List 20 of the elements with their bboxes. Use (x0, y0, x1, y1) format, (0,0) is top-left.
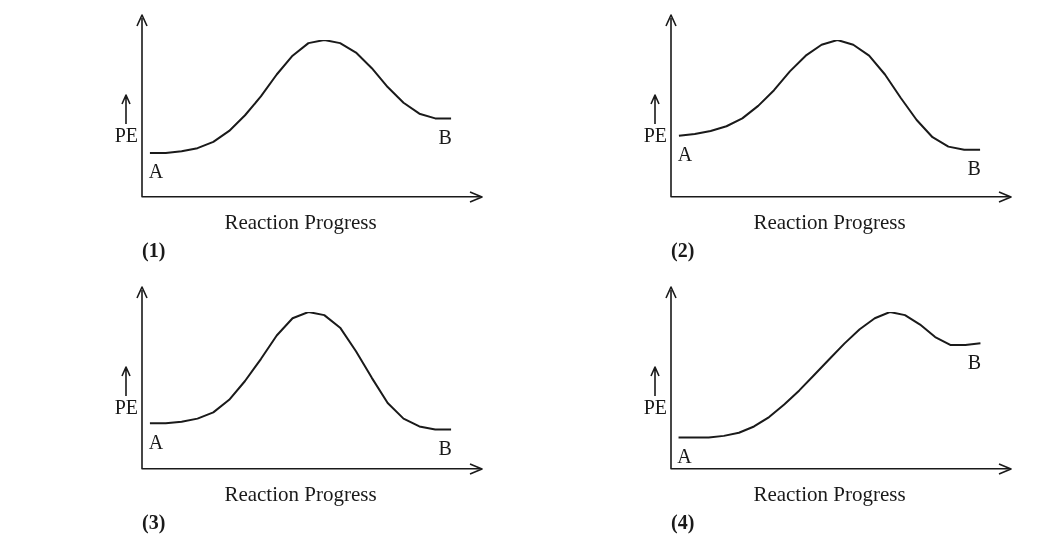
x-axis-title: Reaction Progress (753, 481, 906, 506)
annotation: B (967, 157, 981, 180)
annotation: B (438, 436, 452, 459)
text: (4) (671, 511, 695, 535)
annotation: A (677, 444, 693, 467)
text: (1) (142, 239, 166, 263)
annotation: A (148, 160, 164, 183)
annotation: B (438, 125, 452, 148)
annotation: B (967, 350, 982, 373)
y-axis-title: PE (114, 124, 138, 147)
x-axis-title: Reaction Progress (224, 481, 377, 506)
y-axis-title: PE (643, 124, 667, 147)
x-axis-title: Reaction Progress (224, 209, 377, 234)
y-axis-title: PE (643, 396, 667, 419)
annotation: A (677, 142, 693, 165)
annotation: A (148, 430, 164, 453)
y-axis-title: PE (114, 396, 138, 419)
text: (2) (671, 239, 695, 263)
text: (3) (142, 511, 166, 535)
x-axis-title: Reaction Progress (753, 209, 906, 234)
